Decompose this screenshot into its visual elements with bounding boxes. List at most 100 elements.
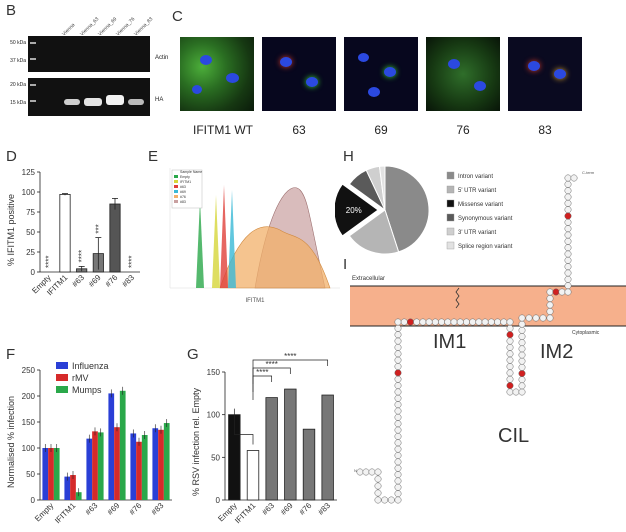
bar-f bbox=[48, 448, 54, 500]
x-tick-label: #63 bbox=[70, 273, 86, 289]
significance-d: *** bbox=[94, 224, 103, 233]
residue-bead bbox=[387, 496, 395, 504]
x-tick-label: #69 bbox=[279, 501, 295, 517]
residue-bead bbox=[564, 269, 572, 277]
y-tick-label: 200 bbox=[22, 392, 36, 401]
residue-bead bbox=[546, 295, 554, 302]
residue-bead bbox=[469, 318, 477, 326]
residue-bead bbox=[381, 496, 389, 504]
residue-bead bbox=[394, 363, 402, 370]
residue-bead bbox=[539, 314, 547, 322]
legend-swatch-h bbox=[446, 199, 455, 208]
legend-label-f: Mumps bbox=[72, 385, 102, 395]
panel-label-g: G bbox=[187, 346, 199, 363]
flow-peak-76 bbox=[219, 226, 331, 289]
residue-bead bbox=[406, 318, 414, 326]
residue-bead bbox=[394, 401, 402, 409]
nucleus bbox=[474, 81, 486, 91]
bar-f bbox=[64, 476, 71, 500]
residue-bead bbox=[394, 496, 402, 504]
significance-g: **** bbox=[284, 352, 296, 361]
residue-bead bbox=[506, 337, 514, 345]
micrograph-76 bbox=[426, 37, 500, 111]
residue-bead bbox=[564, 225, 572, 233]
marker-15: 15 kDa bbox=[10, 100, 26, 106]
residue-bead bbox=[564, 206, 572, 214]
residue-bead bbox=[356, 468, 364, 476]
residue-bead bbox=[394, 337, 402, 345]
significance-d: **** bbox=[44, 256, 53, 268]
blot-lane-label: Vienna_83 bbox=[133, 16, 154, 37]
y-tick-label: 100 bbox=[207, 411, 221, 420]
nucleus bbox=[192, 85, 202, 94]
c-term-label: C-term bbox=[582, 170, 595, 175]
y-tick-label: 0 bbox=[216, 496, 221, 505]
residue-bead bbox=[500, 318, 508, 326]
x-tick-label: #76 bbox=[298, 501, 314, 517]
residue-bead bbox=[425, 318, 433, 326]
chart-h: 20% Intron variant 5' UTR variant Missense … bbox=[335, 165, 513, 255]
legend-label-f: rMV bbox=[72, 373, 89, 383]
residue-bead bbox=[506, 363, 514, 370]
bar-f bbox=[97, 432, 104, 500]
x-tick-label: #63 bbox=[84, 501, 100, 517]
x-tick-label: IFITM1 bbox=[233, 501, 258, 526]
residue-bead bbox=[394, 483, 402, 491]
bar-f bbox=[152, 428, 159, 500]
y-tick-label: 50 bbox=[26, 470, 35, 479]
y-tick-label: 150 bbox=[22, 418, 36, 427]
panel-label-c: C bbox=[172, 8, 183, 25]
bar-f bbox=[70, 475, 76, 500]
micrograph-label-83: 83 bbox=[538, 123, 552, 137]
extracellular-label: Extracellular bbox=[352, 276, 385, 282]
nucleus bbox=[448, 59, 460, 69]
chart-d-ylabel: % IFITM1 positive bbox=[6, 194, 16, 266]
residue-bead bbox=[506, 318, 514, 326]
residue-bead bbox=[494, 318, 502, 326]
residue-bead bbox=[512, 388, 520, 396]
im2-label: IM2 bbox=[540, 341, 573, 363]
residue-bead bbox=[394, 382, 402, 390]
x-tick-label: #63 bbox=[260, 501, 276, 517]
panel-label-d: D bbox=[6, 148, 17, 165]
ha-band bbox=[128, 99, 144, 105]
nucleus bbox=[358, 53, 369, 62]
micrograph-wt bbox=[180, 37, 254, 111]
ladder-band bbox=[30, 58, 36, 60]
residue-bead bbox=[506, 344, 514, 351]
bar-g bbox=[265, 397, 278, 501]
residue-bead bbox=[518, 333, 526, 340]
legend-swatch-f bbox=[56, 386, 68, 393]
y-tick-label: 125 bbox=[22, 168, 36, 177]
residue-bead bbox=[394, 407, 402, 415]
residue-bead bbox=[506, 331, 514, 339]
legend-swatch-h bbox=[446, 227, 455, 236]
legend-swatch-f bbox=[56, 374, 68, 381]
residue-bead bbox=[374, 489, 382, 497]
pie-slice-h bbox=[384, 165, 430, 253]
residue-bead bbox=[394, 375, 402, 383]
residue-bead bbox=[564, 250, 572, 258]
residue-bead bbox=[564, 244, 572, 252]
flow-legend-swatch bbox=[174, 190, 178, 193]
residue-bead bbox=[564, 256, 572, 264]
cil-label: CIL bbox=[498, 425, 529, 447]
significance-d: **** bbox=[78, 250, 87, 262]
bar-f bbox=[163, 423, 170, 500]
panel-label-f: F bbox=[6, 346, 16, 363]
residue-bead bbox=[374, 475, 382, 483]
bar-f bbox=[136, 441, 142, 500]
residue-bead bbox=[413, 318, 421, 326]
residue-bead bbox=[506, 382, 514, 390]
micrograph-label-wt: IFITM1 WT bbox=[193, 123, 253, 137]
significance-g: **** bbox=[265, 360, 277, 369]
nucleus bbox=[280, 57, 292, 67]
actin-blot bbox=[28, 36, 150, 72]
ladder-band bbox=[30, 100, 36, 102]
flow-legend-swatch bbox=[174, 200, 178, 203]
y-tick-label: 0 bbox=[31, 268, 36, 277]
chart-f: Normalised % infection 0 50 100 150 200 250 Em… bbox=[6, 361, 172, 525]
bar-g bbox=[246, 450, 260, 501]
residue-bead bbox=[394, 426, 402, 434]
